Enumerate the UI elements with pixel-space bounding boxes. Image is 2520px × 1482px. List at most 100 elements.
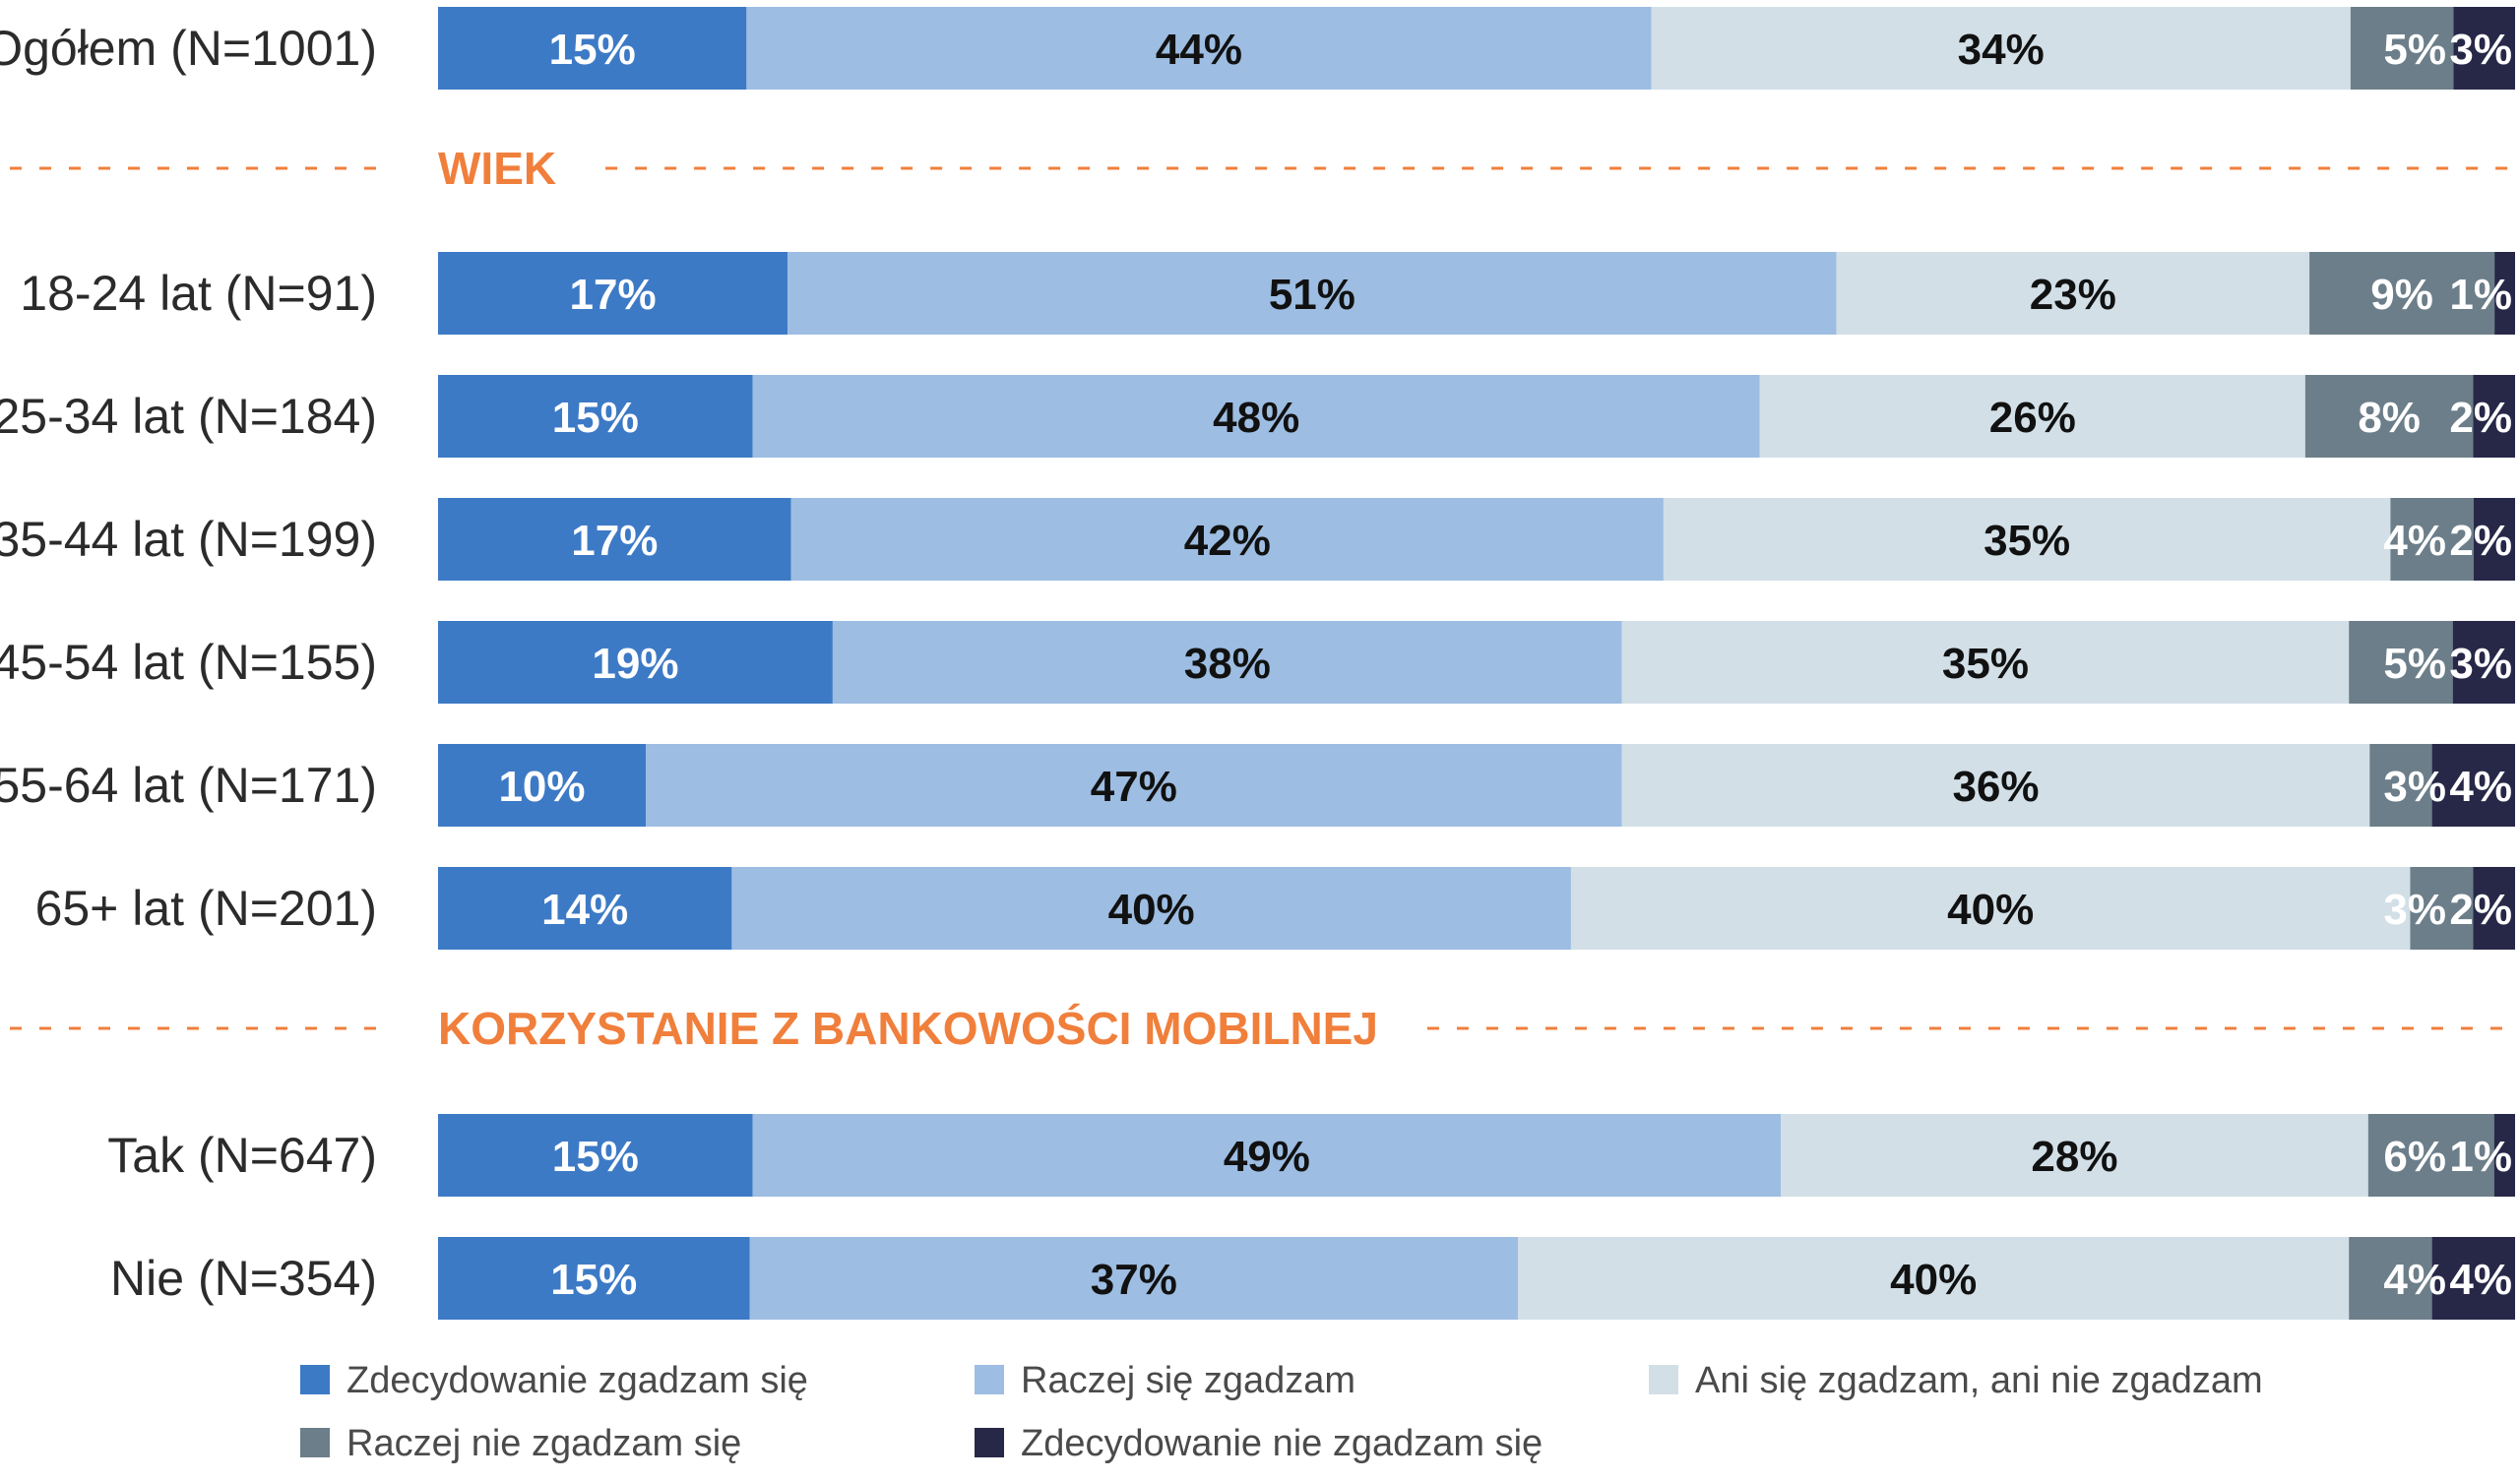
data-label: 51% <box>1269 271 1355 319</box>
data-label: 26% <box>1989 394 2076 442</box>
row-label: 45-54 lat (N=155) <box>0 635 377 690</box>
bar-segment <box>438 1237 750 1320</box>
bar-segment <box>2452 621 2515 704</box>
data-label: 3% <box>2383 886 2446 934</box>
bar-segment <box>1518 1237 2350 1320</box>
data-label: 23% <box>2030 271 2116 319</box>
bar-segment <box>2367 1114 2494 1197</box>
data-label: 3% <box>2449 26 2512 74</box>
data-label: 17% <box>571 517 658 565</box>
data-label: 15% <box>552 1133 639 1181</box>
data-label: 35% <box>1984 517 2070 565</box>
data-label: 1% <box>2449 1133 2512 1181</box>
data-label: 9% <box>2370 271 2433 319</box>
data-label: 1% <box>2449 271 2512 319</box>
legend-swatch <box>300 1428 330 1457</box>
legend-swatch <box>975 1428 1004 1457</box>
bar-segment <box>438 252 788 335</box>
bar-segment <box>752 1114 1782 1197</box>
bar-segment <box>646 744 1622 827</box>
data-label: 19% <box>592 640 678 688</box>
bar-segment <box>1759 375 2305 458</box>
data-label: 17% <box>570 271 657 319</box>
legend-label: Zdecydowanie nie zgadzam się <box>1021 1423 1543 1464</box>
data-label: 28% <box>2031 1133 2117 1181</box>
bar-segment <box>2453 7 2515 90</box>
bar-segment <box>832 621 1622 704</box>
data-label: 3% <box>2449 640 2512 688</box>
bar-segment <box>2493 1114 2515 1197</box>
bar-segment <box>746 7 1652 90</box>
data-label: 4% <box>2449 1256 2512 1304</box>
data-label: 34% <box>1958 26 2045 74</box>
data-label: 42% <box>1184 517 1271 565</box>
data-label: 4% <box>2449 763 2512 811</box>
legend-swatch <box>975 1365 1004 1394</box>
data-label: 36% <box>1952 763 2039 811</box>
data-label: 48% <box>1213 394 1299 442</box>
bar-segment <box>749 1237 1519 1320</box>
data-label: 3% <box>2383 763 2446 811</box>
row-label: Ogółem (N=1001) <box>0 21 377 76</box>
bar-segment <box>438 867 732 950</box>
legend-swatch <box>1649 1365 1678 1394</box>
bar-segment <box>438 621 833 704</box>
legend-swatch <box>300 1365 330 1394</box>
row-label: Nie (N=354) <box>110 1251 377 1306</box>
row-label: 55-64 lat (N=171) <box>0 758 377 813</box>
legend-label: Ani się zgadzam, ani nie zgadzam <box>1695 1360 2263 1401</box>
bar-segment <box>438 375 753 458</box>
data-label: 35% <box>1942 640 2029 688</box>
data-label: 44% <box>1156 26 1242 74</box>
bar-segment <box>1781 1114 2368 1197</box>
row-label: 65+ lat (N=201) <box>35 881 377 936</box>
bar-segment <box>1651 7 2351 90</box>
bar-segment <box>2390 498 2474 581</box>
row-label: 25-34 lat (N=184) <box>0 389 377 444</box>
bar-segment <box>1836 252 2310 335</box>
data-label: 15% <box>552 394 639 442</box>
data-label: 37% <box>1091 1256 1177 1304</box>
bar-segment <box>1621 744 2370 827</box>
bar-segment <box>2473 498 2515 581</box>
data-label: 2% <box>2449 394 2512 442</box>
bar-segment <box>788 252 1837 335</box>
bar-segment <box>2410 867 2474 950</box>
data-label: 2% <box>2449 886 2512 934</box>
bar-segment <box>2304 375 2474 458</box>
data-label: 4% <box>2383 1256 2446 1304</box>
legend-label: Raczej się zgadzam <box>1021 1360 1355 1401</box>
row-label: Tak (N=647) <box>107 1128 377 1183</box>
bar-segment <box>438 744 646 827</box>
bar-segment <box>731 867 1571 950</box>
data-label: 40% <box>1947 886 2034 934</box>
bar-segment <box>438 498 791 581</box>
bar-segment <box>2350 7 2454 90</box>
row-label: 35-44 lat (N=199) <box>0 512 377 567</box>
data-label: 47% <box>1091 763 1177 811</box>
data-label: 4% <box>2383 517 2446 565</box>
section-title: WIEK <box>438 143 556 194</box>
data-label: 15% <box>550 1256 637 1304</box>
bar-segment <box>2309 252 2495 335</box>
bar-segment <box>1663 498 2391 581</box>
bar-segment <box>752 375 1760 458</box>
bar-segment <box>2473 867 2515 950</box>
legend-label: Raczej nie zgadzam się <box>346 1423 741 1464</box>
data-label: 6% <box>2383 1133 2446 1181</box>
bar-segment <box>2349 1237 2432 1320</box>
legend-label: Zdecydowanie zgadzam się <box>346 1360 808 1401</box>
data-label: 5% <box>2383 640 2446 688</box>
bar-segment <box>2473 375 2515 458</box>
data-label: 49% <box>1224 1133 1310 1181</box>
data-label: 10% <box>498 763 585 811</box>
data-label: 15% <box>549 26 636 74</box>
bar-segment <box>2494 252 2515 335</box>
bar-segment <box>438 7 747 90</box>
bar-segment <box>1570 867 2411 950</box>
bar-segment <box>790 498 1664 581</box>
data-label: 40% <box>1108 886 1195 934</box>
bar-segment <box>438 1114 753 1197</box>
row-label: 18-24 lat (N=91) <box>20 266 377 321</box>
